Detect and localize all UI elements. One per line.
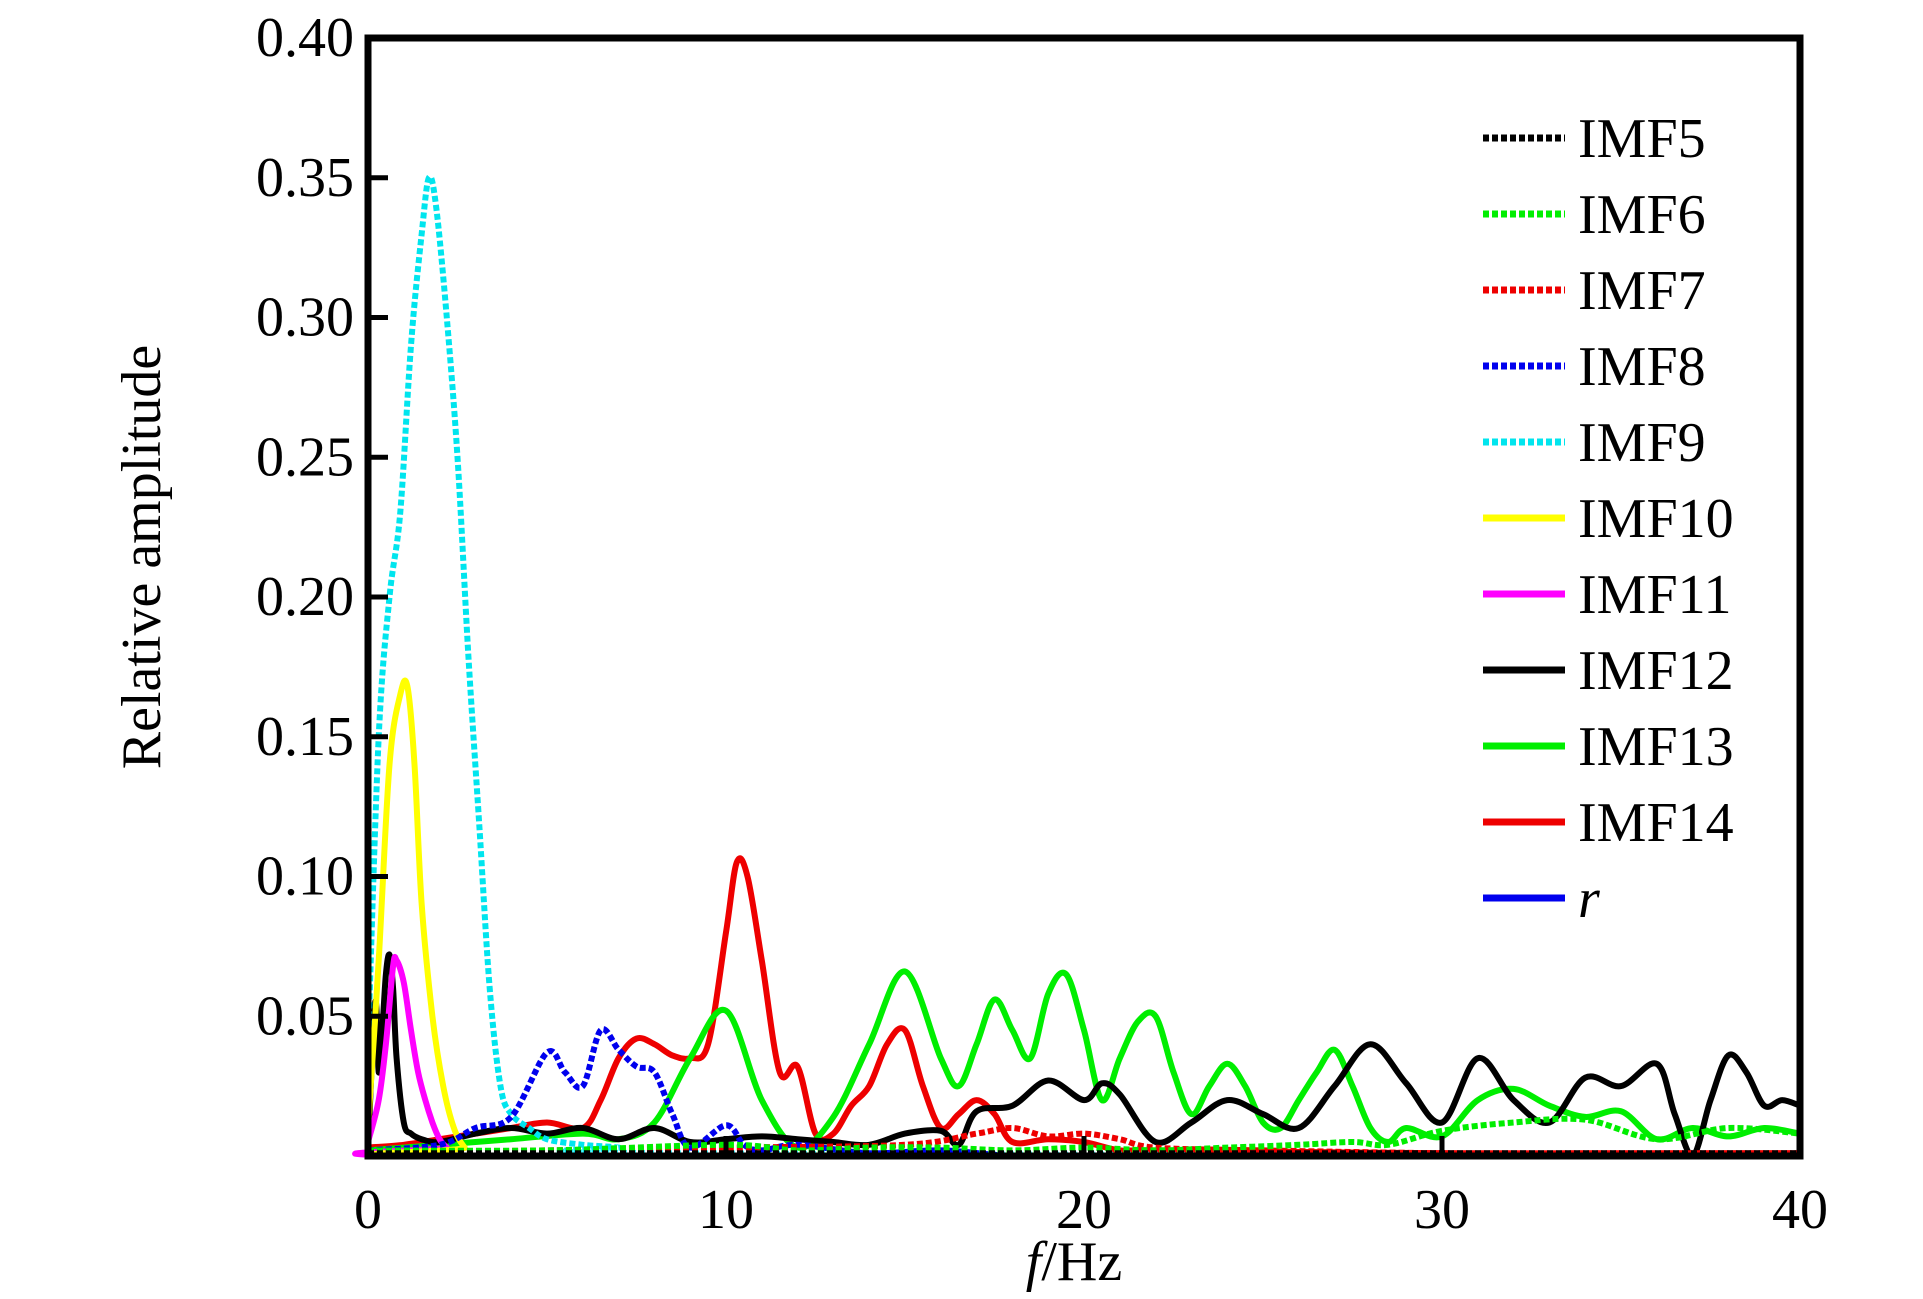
x-tick-label: 20 <box>1056 1179 1112 1241</box>
x-axis-label: f/Hz <box>1026 1231 1122 1293</box>
legend-label-imf13: IMF13 <box>1578 716 1734 778</box>
y-axis-label: Relative amplitude <box>111 345 173 770</box>
series-line-imf6 <box>367 1115 1801 1154</box>
legend: IMF5 IMF6 IMF7 IMF8 IMF9 IMF10 IMF11 IMF12 IMF13… <box>1483 108 1734 930</box>
y-tick-label: 0.20 <box>256 566 354 628</box>
x-tick-label: 30 <box>1414 1179 1470 1241</box>
series-line-imf14 <box>367 855 1801 1157</box>
series-line-imf13 <box>367 968 1801 1154</box>
y-tick-label: 0.10 <box>256 846 354 908</box>
legend-label-imf9: IMF9 <box>1578 412 1706 474</box>
legend-label-imf6: IMF6 <box>1578 184 1706 246</box>
legend-label-imf10: IMF10 <box>1578 488 1734 550</box>
legend-label-imf7: IMF7 <box>1578 260 1706 322</box>
x-tick-label: 10 <box>698 1179 754 1241</box>
y-tick-label: 0.40 <box>256 7 354 69</box>
ticks-layer: 0 10 20 30 40 0.05 0.10 0.15 0.20 0.25 0.30 0.35 0.4… <box>256 7 1828 1241</box>
x-tick-label: 0 <box>354 1179 382 1241</box>
series-line-imf12 <box>365 951 1802 1159</box>
y-tick-label: 0.25 <box>256 426 354 488</box>
legend-label-imf8: IMF8 <box>1578 336 1706 398</box>
y-tick-label: 0.30 <box>256 287 354 349</box>
legend-label-imf11: IMF11 <box>1578 564 1732 626</box>
x-axis-label-unit: /Hz <box>1041 1231 1122 1293</box>
y-tick-label: 0.05 <box>256 985 354 1047</box>
legend-label-imf12: IMF12 <box>1578 640 1734 702</box>
legend-label-imf5: IMF5 <box>1578 108 1706 170</box>
y-tick-label: 0.15 <box>256 706 354 768</box>
y-tick-label: 0.35 <box>256 147 354 209</box>
legend-label-imf14: IMF14 <box>1578 792 1734 854</box>
x-tick-label: 40 <box>1772 1179 1828 1241</box>
legend-label-r: r <box>1578 868 1600 930</box>
